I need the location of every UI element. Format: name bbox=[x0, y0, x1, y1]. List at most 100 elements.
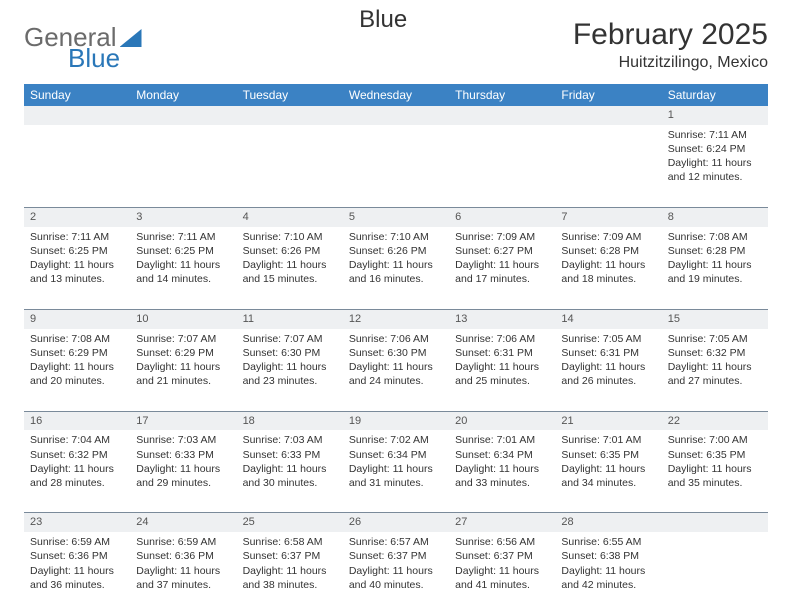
sunset-text: Sunset: 6:35 PM bbox=[668, 448, 762, 462]
day-number: 3 bbox=[130, 208, 236, 227]
header: GeneralBlueBlue February 2025 Huitzitzil… bbox=[24, 18, 768, 74]
sunrise-text: Sunrise: 7:03 AM bbox=[243, 433, 337, 447]
dow-wed: Wednesday bbox=[343, 84, 449, 106]
daylight-text: Daylight: 11 hours and 42 minutes. bbox=[561, 564, 655, 592]
day-cell: Sunrise: 7:09 AMSunset: 6:28 PMDaylight:… bbox=[555, 227, 661, 309]
daylight-text: Daylight: 11 hours and 13 minutes. bbox=[30, 258, 124, 286]
month-title: February 2025 bbox=[573, 18, 768, 52]
daylight-text: Daylight: 11 hours and 34 minutes. bbox=[561, 462, 655, 490]
title-block: February 2025 Huitzitzilingo, Mexico bbox=[573, 18, 768, 72]
day-number bbox=[555, 106, 661, 125]
sunrise-text: Sunrise: 7:08 AM bbox=[30, 332, 124, 346]
sunset-text: Sunset: 6:26 PM bbox=[349, 244, 443, 258]
sunrise-text: Sunrise: 7:11 AM bbox=[668, 128, 762, 142]
day-number: 1 bbox=[662, 106, 768, 125]
location: Huitzitzilingo, Mexico bbox=[573, 54, 768, 72]
day-number: 15 bbox=[662, 310, 768, 329]
day-cell: Sunrise: 7:02 AMSunset: 6:34 PMDaylight:… bbox=[343, 430, 449, 512]
sunrise-text: Sunrise: 6:59 AM bbox=[136, 535, 230, 549]
sunrise-text: Sunrise: 7:04 AM bbox=[30, 433, 124, 447]
sunset-text: Sunset: 6:25 PM bbox=[136, 244, 230, 258]
day-number bbox=[662, 513, 768, 532]
day-number: 4 bbox=[237, 208, 343, 227]
week-content-row: Sunrise: 7:08 AMSunset: 6:29 PMDaylight:… bbox=[24, 329, 768, 411]
sunset-text: Sunset: 6:37 PM bbox=[349, 549, 443, 563]
day-cell: Sunrise: 7:11 AMSunset: 6:25 PMDaylight:… bbox=[130, 227, 236, 309]
daylight-text: Daylight: 11 hours and 16 minutes. bbox=[349, 258, 443, 286]
sunset-text: Sunset: 6:37 PM bbox=[243, 549, 337, 563]
daylight-text: Daylight: 11 hours and 27 minutes. bbox=[668, 360, 762, 388]
day-cell bbox=[343, 125, 449, 207]
day-cell: Sunrise: 7:07 AMSunset: 6:29 PMDaylight:… bbox=[130, 329, 236, 411]
sunrise-text: Sunrise: 7:07 AM bbox=[243, 332, 337, 346]
day-cell bbox=[662, 532, 768, 614]
week-daynum-row: 1 bbox=[24, 106, 768, 125]
day-cell: Sunrise: 6:59 AMSunset: 6:36 PMDaylight:… bbox=[24, 532, 130, 614]
day-number: 18 bbox=[237, 412, 343, 431]
sunset-text: Sunset: 6:26 PM bbox=[243, 244, 337, 258]
daylight-text: Daylight: 11 hours and 28 minutes. bbox=[30, 462, 124, 490]
day-cell: Sunrise: 7:00 AMSunset: 6:35 PMDaylight:… bbox=[662, 430, 768, 512]
day-cell: Sunrise: 7:06 AMSunset: 6:31 PMDaylight:… bbox=[449, 329, 555, 411]
daylight-text: Daylight: 11 hours and 23 minutes. bbox=[243, 360, 337, 388]
day-number: 21 bbox=[555, 412, 661, 431]
daylight-text: Daylight: 11 hours and 37 minutes. bbox=[136, 564, 230, 592]
sunrise-text: Sunrise: 7:00 AM bbox=[668, 433, 762, 447]
day-number: 17 bbox=[130, 412, 236, 431]
sunrise-text: Sunrise: 7:06 AM bbox=[349, 332, 443, 346]
sunrise-text: Sunrise: 6:59 AM bbox=[30, 535, 124, 549]
day-cell: Sunrise: 7:01 AMSunset: 6:34 PMDaylight:… bbox=[449, 430, 555, 512]
sunrise-text: Sunrise: 7:11 AM bbox=[30, 230, 124, 244]
dow-mon: Monday bbox=[130, 84, 236, 106]
day-cell: Sunrise: 7:11 AMSunset: 6:25 PMDaylight:… bbox=[24, 227, 130, 309]
day-number bbox=[449, 106, 555, 125]
day-number: 5 bbox=[343, 208, 449, 227]
day-cell: Sunrise: 7:07 AMSunset: 6:30 PMDaylight:… bbox=[237, 329, 343, 411]
day-number: 2 bbox=[24, 208, 130, 227]
day-cell: Sunrise: 7:01 AMSunset: 6:35 PMDaylight:… bbox=[555, 430, 661, 512]
sunset-text: Sunset: 6:38 PM bbox=[561, 549, 655, 563]
sunrise-text: Sunrise: 6:58 AM bbox=[243, 535, 337, 549]
daylight-text: Daylight: 11 hours and 12 minutes. bbox=[668, 156, 762, 184]
daylight-text: Daylight: 11 hours and 14 minutes. bbox=[136, 258, 230, 286]
daylight-text: Daylight: 11 hours and 21 minutes. bbox=[136, 360, 230, 388]
day-number bbox=[24, 106, 130, 125]
daylight-text: Daylight: 11 hours and 30 minutes. bbox=[243, 462, 337, 490]
day-number: 20 bbox=[449, 412, 555, 431]
sunrise-text: Sunrise: 7:09 AM bbox=[455, 230, 549, 244]
sunrise-text: Sunrise: 7:01 AM bbox=[561, 433, 655, 447]
day-number: 14 bbox=[555, 310, 661, 329]
day-cell: Sunrise: 7:06 AMSunset: 6:30 PMDaylight:… bbox=[343, 329, 449, 411]
daylight-text: Daylight: 11 hours and 19 minutes. bbox=[668, 258, 762, 286]
daylight-text: Daylight: 11 hours and 20 minutes. bbox=[30, 360, 124, 388]
daylight-text: Daylight: 11 hours and 29 minutes. bbox=[136, 462, 230, 490]
week-content-row: Sunrise: 7:11 AMSunset: 6:24 PMDaylight:… bbox=[24, 125, 768, 207]
day-number: 7 bbox=[555, 208, 661, 227]
day-cell: Sunrise: 7:08 AMSunset: 6:28 PMDaylight:… bbox=[662, 227, 768, 309]
sunrise-text: Sunrise: 6:57 AM bbox=[349, 535, 443, 549]
day-number: 26 bbox=[343, 513, 449, 532]
sunset-text: Sunset: 6:33 PM bbox=[243, 448, 337, 462]
day-cell: Sunrise: 6:56 AMSunset: 6:37 PMDaylight:… bbox=[449, 532, 555, 614]
sunset-text: Sunset: 6:33 PM bbox=[136, 448, 230, 462]
week-content-row: Sunrise: 6:59 AMSunset: 6:36 PMDaylight:… bbox=[24, 532, 768, 614]
sunrise-text: Sunrise: 7:10 AM bbox=[243, 230, 337, 244]
day-number: 9 bbox=[24, 310, 130, 329]
day-number: 8 bbox=[662, 208, 768, 227]
daylight-text: Daylight: 11 hours and 41 minutes. bbox=[455, 564, 549, 592]
sunset-text: Sunset: 6:28 PM bbox=[561, 244, 655, 258]
logo: GeneralBlue bbox=[24, 22, 142, 74]
dow-sun: Sunday bbox=[24, 84, 130, 106]
week-content-row: Sunrise: 7:11 AMSunset: 6:25 PMDaylight:… bbox=[24, 227, 768, 309]
sunrise-text: Sunrise: 6:55 AM bbox=[561, 535, 655, 549]
day-cell bbox=[237, 125, 343, 207]
daylight-text: Daylight: 11 hours and 25 minutes. bbox=[455, 360, 549, 388]
sunrise-text: Sunrise: 7:11 AM bbox=[136, 230, 230, 244]
day-number: 10 bbox=[130, 310, 236, 329]
sunset-text: Sunset: 6:34 PM bbox=[349, 448, 443, 462]
dow-fri: Friday bbox=[555, 84, 661, 106]
sunrise-text: Sunrise: 7:05 AM bbox=[561, 332, 655, 346]
day-number: 16 bbox=[24, 412, 130, 431]
week-content-row: Sunrise: 7:04 AMSunset: 6:32 PMDaylight:… bbox=[24, 430, 768, 512]
day-cell: Sunrise: 7:05 AMSunset: 6:32 PMDaylight:… bbox=[662, 329, 768, 411]
